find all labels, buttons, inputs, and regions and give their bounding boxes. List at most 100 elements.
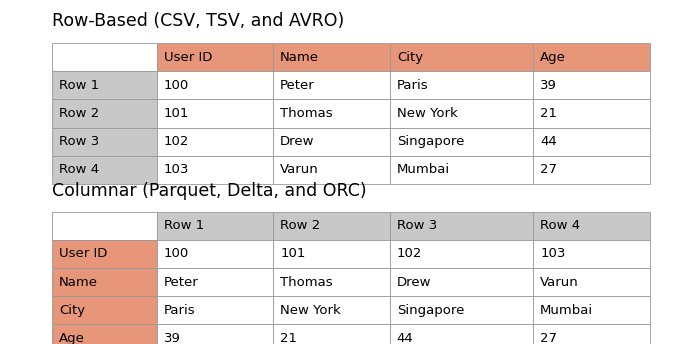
Bar — [533, 240, 650, 268]
Bar — [157, 71, 273, 99]
Text: Age: Age — [540, 51, 566, 64]
Text: Row-Based (CSV, TSV, and AVRO): Row-Based (CSV, TSV, and AVRO) — [52, 12, 345, 30]
Text: Thomas: Thomas — [280, 276, 333, 289]
Bar — [157, 43, 273, 71]
Text: Row 4: Row 4 — [59, 163, 99, 176]
Bar — [273, 268, 390, 296]
Text: 100: 100 — [164, 79, 189, 92]
Text: User ID: User ID — [59, 247, 108, 260]
Bar — [52, 99, 156, 128]
Text: 27: 27 — [540, 163, 557, 176]
Bar — [157, 324, 273, 344]
Bar — [533, 156, 650, 184]
Text: 44: 44 — [397, 332, 414, 344]
Text: City: City — [397, 51, 423, 64]
Bar — [533, 128, 650, 156]
Bar — [157, 268, 273, 296]
Text: Row 3: Row 3 — [397, 219, 437, 232]
Text: 103: 103 — [540, 247, 566, 260]
Bar — [390, 99, 533, 128]
Bar — [390, 240, 533, 268]
Bar — [52, 43, 156, 71]
Text: 21: 21 — [280, 332, 297, 344]
Bar — [273, 324, 390, 344]
Bar — [52, 128, 156, 156]
Text: Row 1: Row 1 — [164, 219, 204, 232]
Bar — [533, 296, 650, 324]
Text: 101: 101 — [164, 107, 189, 120]
Bar — [533, 212, 650, 240]
Text: Name: Name — [59, 276, 98, 289]
Bar — [533, 324, 650, 344]
Text: Drew: Drew — [280, 135, 315, 148]
Bar — [157, 296, 273, 324]
Text: User ID: User ID — [164, 51, 212, 64]
Text: 100: 100 — [164, 247, 189, 260]
Bar — [533, 71, 650, 99]
Text: Row 3: Row 3 — [59, 135, 99, 148]
Text: Singapore: Singapore — [397, 135, 464, 148]
Bar — [157, 128, 273, 156]
Text: 102: 102 — [397, 247, 422, 260]
Text: Row 1: Row 1 — [59, 79, 99, 92]
Text: Mumbai: Mumbai — [397, 163, 450, 176]
Bar — [52, 156, 156, 184]
Text: Varun: Varun — [540, 276, 579, 289]
Bar — [52, 212, 156, 240]
Text: Drew: Drew — [397, 276, 432, 289]
Text: New York: New York — [280, 304, 341, 317]
Bar — [390, 128, 533, 156]
Text: 44: 44 — [540, 135, 557, 148]
Text: 103: 103 — [164, 163, 189, 176]
Text: Row 2: Row 2 — [59, 107, 99, 120]
Text: Paris: Paris — [164, 304, 195, 317]
Bar — [533, 43, 650, 71]
Text: Varun: Varun — [280, 163, 319, 176]
Text: 101: 101 — [280, 247, 306, 260]
Text: Thomas: Thomas — [280, 107, 333, 120]
Bar — [273, 212, 390, 240]
Bar — [273, 43, 390, 71]
Text: Columnar (Parquet, Delta, and ORC): Columnar (Parquet, Delta, and ORC) — [52, 182, 367, 200]
Text: Paris: Paris — [397, 79, 428, 92]
Bar — [52, 240, 156, 268]
Text: New York: New York — [397, 107, 457, 120]
Bar — [273, 128, 390, 156]
Text: 27: 27 — [540, 332, 557, 344]
Bar — [390, 43, 533, 71]
Bar — [52, 71, 156, 99]
Text: Peter: Peter — [164, 276, 199, 289]
Text: Peter: Peter — [280, 79, 315, 92]
Bar — [390, 268, 533, 296]
Bar — [273, 240, 390, 268]
Bar — [157, 99, 273, 128]
Bar — [533, 268, 650, 296]
Bar — [273, 156, 390, 184]
Bar — [52, 268, 156, 296]
Bar — [157, 240, 273, 268]
Bar — [52, 324, 156, 344]
Text: 39: 39 — [164, 332, 181, 344]
Bar — [533, 99, 650, 128]
Bar — [157, 156, 273, 184]
Bar — [273, 296, 390, 324]
Bar — [273, 71, 390, 99]
Text: 21: 21 — [540, 107, 557, 120]
Bar — [390, 212, 533, 240]
Text: Singapore: Singapore — [397, 304, 464, 317]
Bar — [157, 212, 273, 240]
Bar — [52, 296, 156, 324]
Text: 102: 102 — [164, 135, 189, 148]
Text: Age: Age — [59, 332, 85, 344]
Bar — [390, 156, 533, 184]
Text: City: City — [59, 304, 85, 317]
Bar — [390, 324, 533, 344]
Text: Mumbai: Mumbai — [540, 304, 594, 317]
Bar — [390, 296, 533, 324]
Bar — [390, 71, 533, 99]
Text: Name: Name — [280, 51, 319, 64]
Text: Row 4: Row 4 — [540, 219, 580, 232]
Bar — [273, 99, 390, 128]
Text: 39: 39 — [540, 79, 557, 92]
Text: Row 2: Row 2 — [280, 219, 320, 232]
